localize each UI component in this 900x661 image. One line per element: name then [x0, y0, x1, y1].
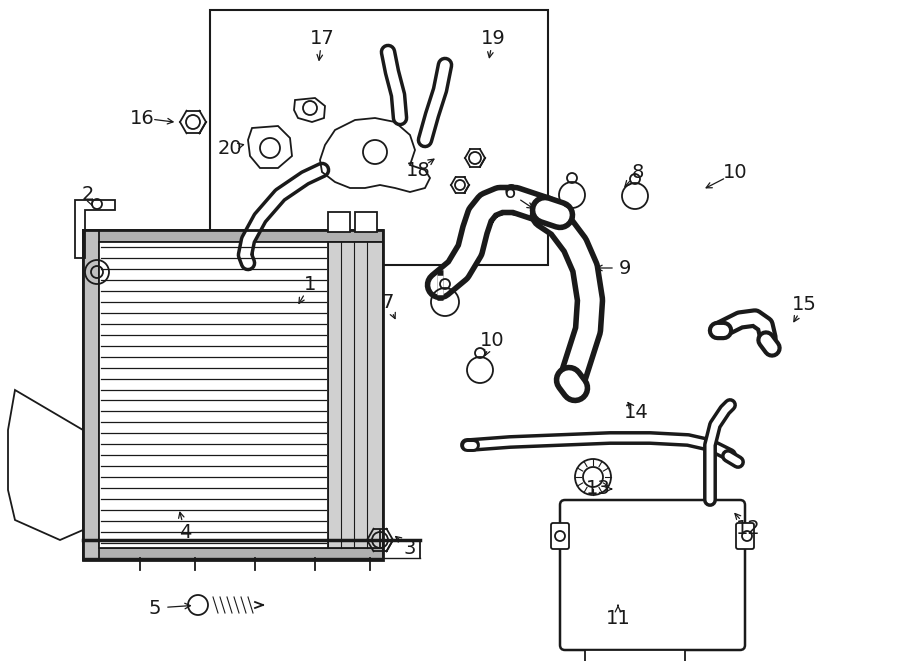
Bar — [99, 242, 328, 548]
Text: 4: 4 — [179, 522, 191, 541]
Bar — [83, 230, 383, 560]
Bar — [328, 212, 350, 232]
Text: 12: 12 — [735, 518, 760, 537]
Bar — [83, 230, 99, 560]
Bar — [83, 230, 383, 242]
Text: 20: 20 — [218, 139, 242, 157]
Text: 19: 19 — [481, 28, 506, 48]
Text: 6: 6 — [504, 184, 517, 202]
Text: 2: 2 — [82, 186, 94, 204]
Text: 14: 14 — [624, 403, 648, 422]
FancyBboxPatch shape — [551, 523, 569, 549]
Text: 11: 11 — [606, 609, 630, 627]
Text: 5: 5 — [148, 598, 161, 617]
Text: 10: 10 — [480, 330, 504, 350]
Text: 7: 7 — [382, 293, 394, 313]
FancyBboxPatch shape — [736, 523, 754, 549]
Text: 15: 15 — [792, 295, 816, 315]
Text: 9: 9 — [619, 258, 631, 278]
Bar — [585, 650, 685, 661]
FancyBboxPatch shape — [560, 500, 745, 650]
Bar — [328, 242, 383, 548]
Text: 3: 3 — [404, 539, 416, 557]
Bar — [210, 10, 548, 265]
Bar — [355, 212, 377, 232]
Bar — [83, 548, 383, 560]
Text: 17: 17 — [310, 28, 335, 48]
Text: 18: 18 — [406, 161, 430, 180]
Text: 10: 10 — [723, 163, 747, 182]
Text: 8: 8 — [632, 163, 644, 182]
Text: 1: 1 — [304, 276, 316, 295]
Text: 13: 13 — [586, 479, 610, 498]
Text: 16: 16 — [130, 108, 155, 128]
